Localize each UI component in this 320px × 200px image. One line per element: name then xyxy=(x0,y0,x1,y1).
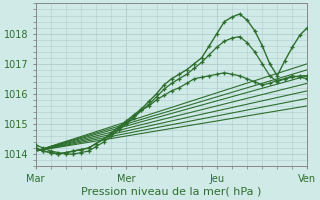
X-axis label: Pression niveau de la mer( hPa ): Pression niveau de la mer( hPa ) xyxy=(81,187,262,197)
